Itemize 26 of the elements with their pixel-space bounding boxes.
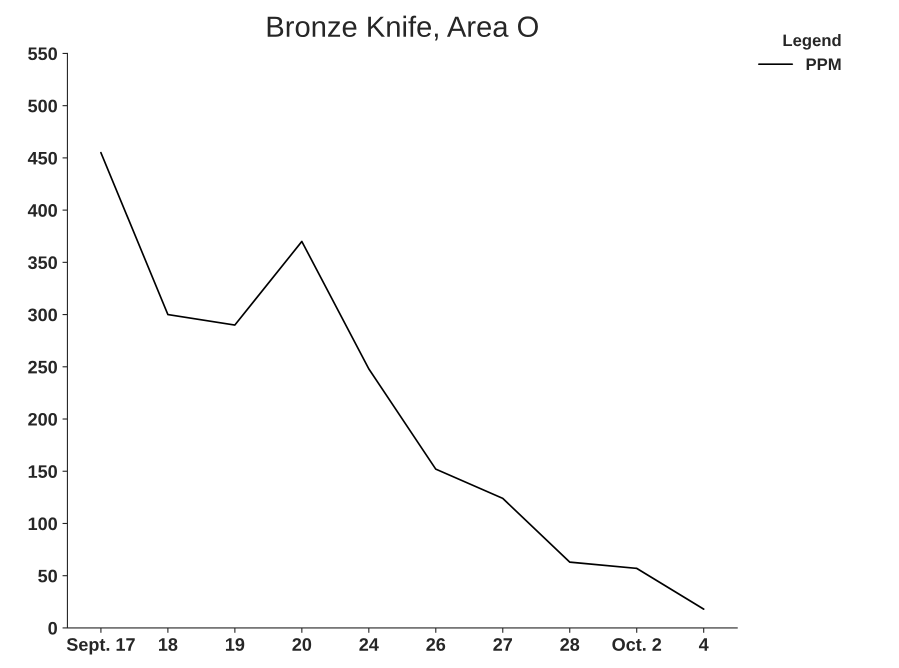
- y-tick-label: 450: [28, 152, 57, 165]
- y-tick-label: 300: [28, 308, 57, 322]
- x-tick-label: 24: [359, 638, 379, 651]
- y-tick-label: 50: [38, 570, 57, 582]
- y-tick-label: 100: [28, 517, 57, 530]
- legend-label: PPM: [806, 58, 841, 70]
- y-tick-label: 0: [48, 622, 57, 635]
- legend-title: Legend: [784, 34, 841, 50]
- y-tick-label: 500: [28, 100, 57, 112]
- y-tick-label: 250: [28, 360, 57, 374]
- x-tick-label: 26: [426, 638, 446, 651]
- x-tick-label: 28: [560, 638, 580, 651]
- line-series: [100, 152, 705, 610]
- y-tick-label: 150: [28, 465, 57, 478]
- y-tick-label: 350: [28, 256, 57, 270]
- chart-title: Bronze Knife, Area O: [268, 16, 538, 41]
- y-tick-label: 200: [28, 412, 57, 426]
- x-tick-label: 19: [226, 638, 244, 651]
- x-tick-label: 4: [698, 638, 709, 651]
- y-tick-label: 400: [28, 204, 57, 217]
- x-tick-label: Sept. 17: [66, 638, 135, 654]
- x-tick-label: 27: [493, 638, 512, 651]
- x-tick-label: 18: [158, 638, 178, 651]
- y-tick-label: 550: [28, 47, 57, 60]
- x-tick-label: 20: [292, 638, 312, 651]
- x-tick-label: Oct. 2: [612, 638, 662, 651]
